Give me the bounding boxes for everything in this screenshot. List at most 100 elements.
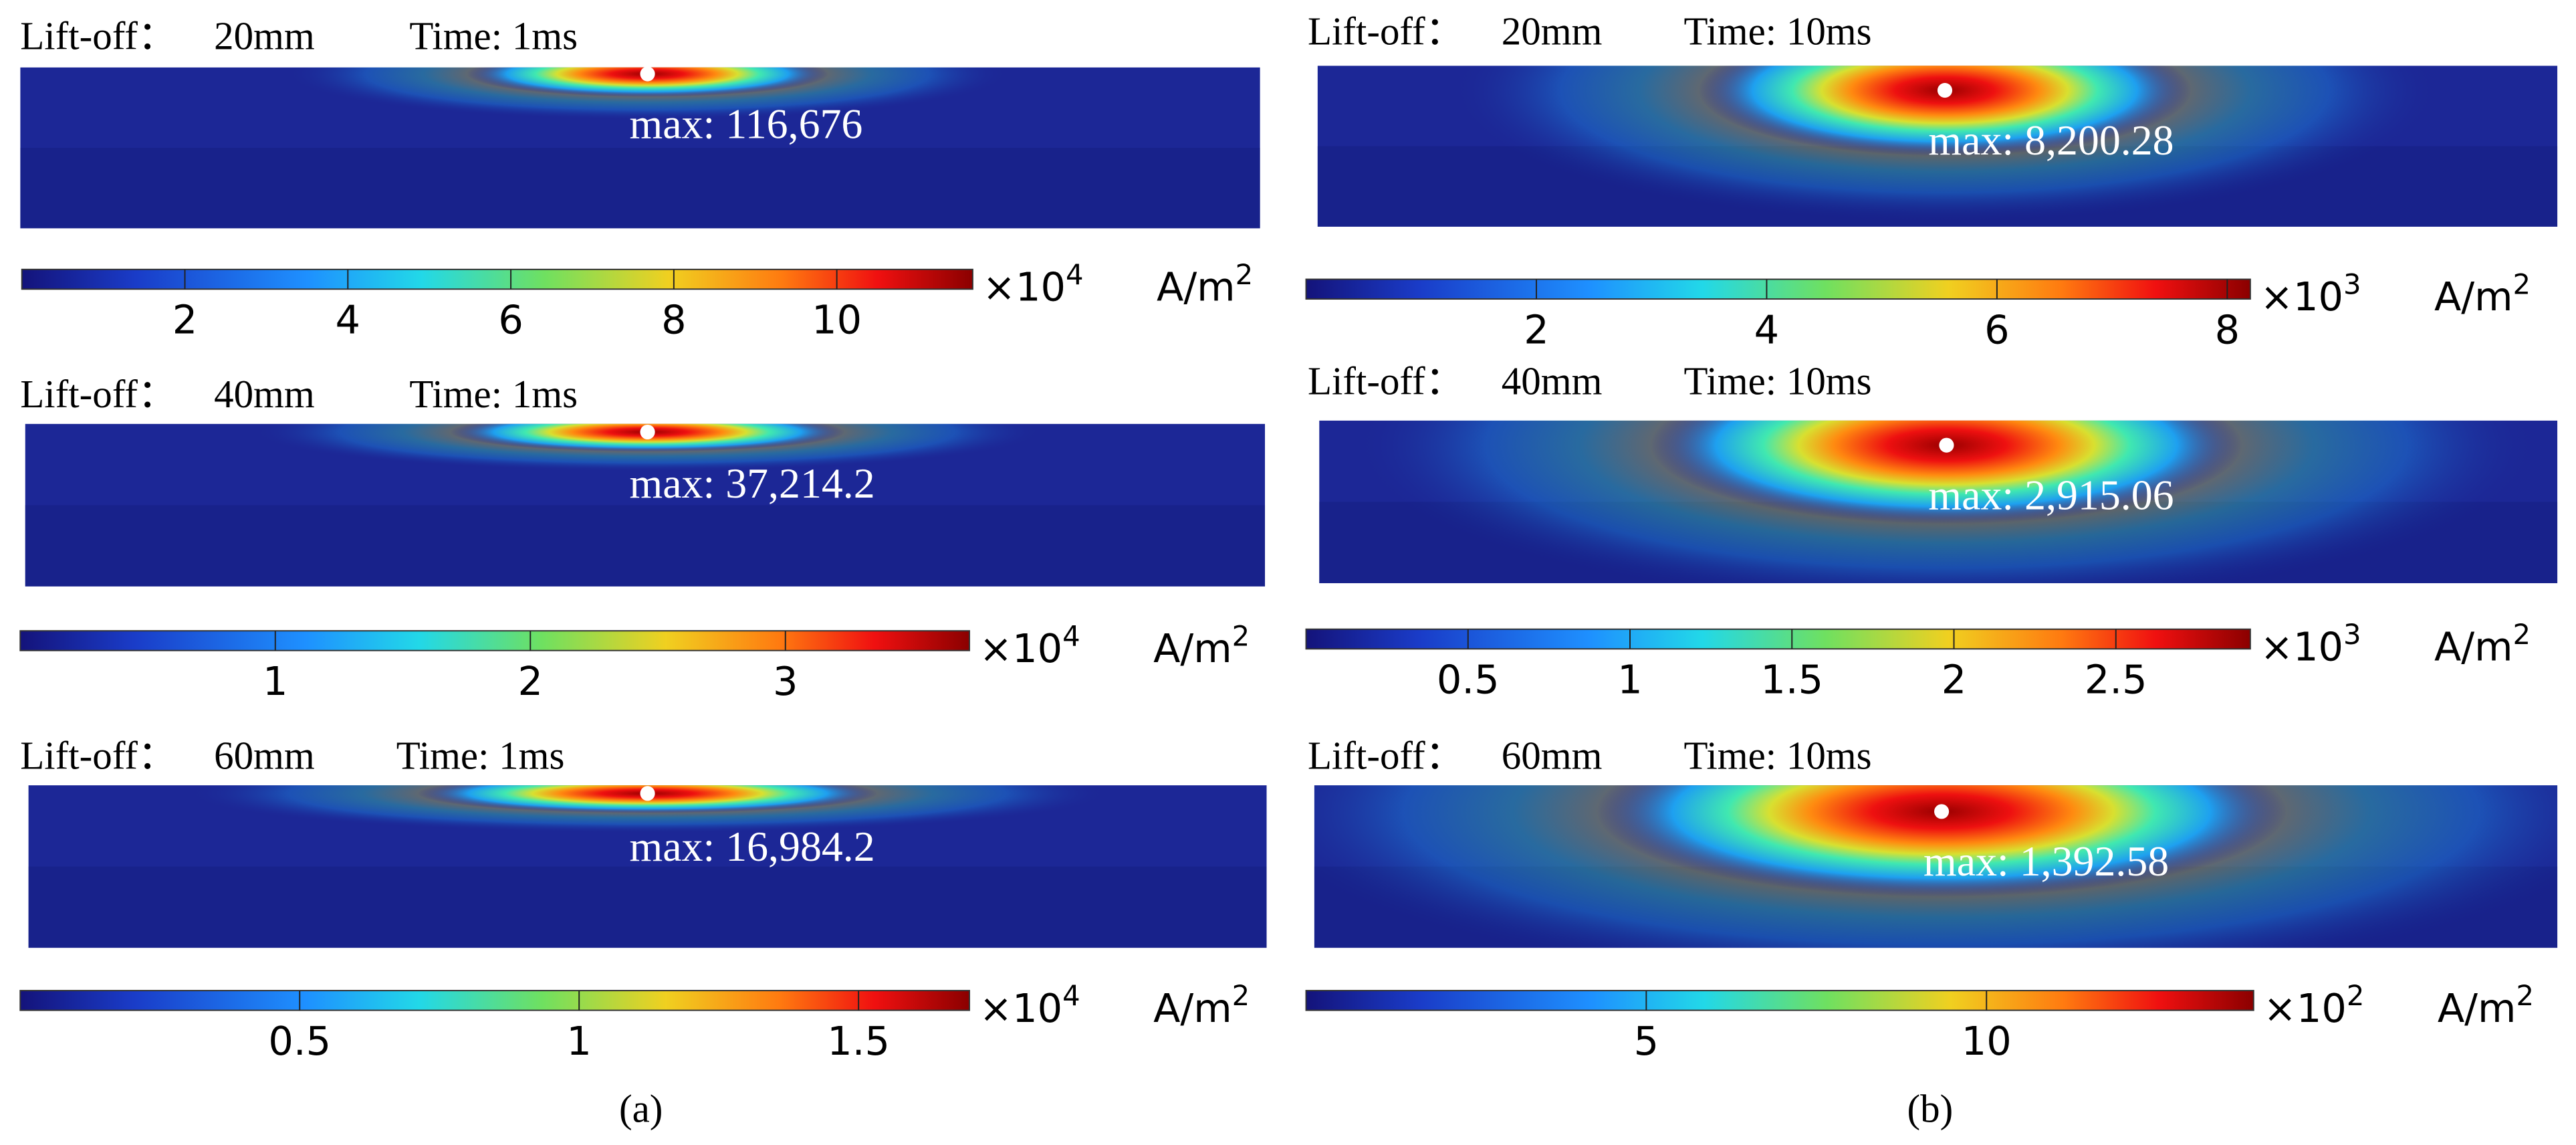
panel-label: Lift-off： <box>1308 9 1465 53</box>
lift-off: 20mm <box>1502 9 1603 53</box>
caption: (b) <box>1907 1087 1954 1131</box>
colorbar <box>1305 628 2251 650</box>
colorbar-tick-label: 0.5 <box>1437 657 1500 703</box>
panel: Lift-off： 20mm Time: 1ms max: 116,676 2 4 6 8 10… <box>20 14 1260 343</box>
heatmap-spot <box>1597 785 2287 898</box>
exponent: 3 <box>2343 618 2361 651</box>
panel: Lift-off： 60mm Time: 1ms max: 16,984.2 0.5 1 1… <box>19 734 1267 1064</box>
colorbar-tick-label: 5 <box>1634 1018 1659 1064</box>
multiplier: ×10 <box>979 625 1062 671</box>
colorbar-tick-label: 0.5 <box>268 1018 331 1064</box>
exponent: 2 <box>2347 979 2365 1012</box>
unit: A/m <box>2438 985 2516 1031</box>
time: Time: 1ms <box>409 14 578 58</box>
colorbar-tick-label: 1.5 <box>1760 657 1823 703</box>
colorbar-unit: A/m2 <box>1153 979 1250 1031</box>
colorbar <box>1305 990 2254 1011</box>
colorbar <box>21 268 973 290</box>
colorbar-tick-label: 2 <box>518 658 544 704</box>
colorbar-tick-label: 6 <box>1984 306 2010 352</box>
time: Time: 10ms <box>1683 9 1871 53</box>
unit-exponent: 2 <box>2513 618 2531 651</box>
colorbar-multiplier: ×103 <box>2260 268 2361 320</box>
colorbar-tick-label: 10 <box>1962 1018 2012 1064</box>
panel: Lift-off： 40mm Time: 10ms max: 2,915.06 0.5 1… <box>1305 358 2558 703</box>
max-point <box>640 66 655 82</box>
exponent: 3 <box>2343 268 2361 301</box>
colorbar-tick-label: 4 <box>1754 306 1779 352</box>
heatmap <box>1319 420 2558 583</box>
exponent: 4 <box>1062 619 1080 652</box>
unit-exponent: 2 <box>1236 258 1254 291</box>
max-point <box>640 424 655 440</box>
heatmap-spot <box>467 67 828 97</box>
colorbar-tick-label: 8 <box>2215 306 2240 352</box>
max-label: max: 116,676 <box>630 100 863 147</box>
heatmap <box>28 785 1267 948</box>
max-point <box>1937 83 1953 98</box>
heatmap-shade <box>25 505 1266 587</box>
panel-label: Lift-off： <box>20 14 177 58</box>
panel: Lift-off： 60mm Time: 10ms max: 1,392.58 5 10 ×… <box>1305 734 2558 1064</box>
colorbar-tick-label: 2.5 <box>2085 657 2147 703</box>
colorbar-unit: A/m2 <box>1153 619 1250 671</box>
colorbar-tick-label: 2 <box>1524 306 1549 352</box>
heatmap <box>20 67 1260 229</box>
panel-label: Lift-off： <box>20 372 177 416</box>
unit: A/m <box>1153 985 1232 1031</box>
colorbar-tick-label: 10 <box>812 297 862 343</box>
heatmap-shade <box>20 148 1260 229</box>
unit-exponent: 2 <box>2516 979 2534 1012</box>
heatmap-spot <box>1651 420 2242 524</box>
max-label: max: 1,392.58 <box>1923 837 2169 885</box>
heatmap <box>1317 66 2558 227</box>
colorbar-multiplier: ×104 <box>983 258 1084 310</box>
colorbar-multiplier: ×102 <box>2264 979 2365 1031</box>
lift-off: 40mm <box>1502 358 1603 403</box>
lift-off: 60mm <box>214 734 315 778</box>
colorbar-multiplier: ×104 <box>979 979 1080 1031</box>
time: Time: 1ms <box>409 372 578 416</box>
unit-exponent: 2 <box>1232 619 1250 652</box>
colorbar-unit: A/m2 <box>2438 979 2534 1031</box>
heatmap-shade <box>28 866 1267 948</box>
max-label: max: 37,214.2 <box>630 459 875 507</box>
panel: Lift-off： 40mm Time: 1ms max: 37,214.2 1 2 3 ×1… <box>19 372 1266 704</box>
unit: A/m <box>1153 625 1232 671</box>
heatmap <box>25 423 1266 587</box>
colorbar-tick-label: 2 <box>172 297 198 343</box>
colorbar-unit: A/m2 <box>1157 258 1253 310</box>
time: Time: 1ms <box>396 734 565 778</box>
lift-off: 60mm <box>1502 734 1603 778</box>
colorbar-tick-label: 1 <box>263 658 288 704</box>
multiplier: ×10 <box>2260 274 2343 320</box>
max-label: max: 8,200.28 <box>1928 116 2174 164</box>
heatmap <box>1314 785 2558 948</box>
colorbar-tick-label: 2 <box>1942 657 1967 703</box>
lift-off: 40mm <box>214 372 315 416</box>
multiplier: ×10 <box>2260 623 2343 669</box>
time: Time: 10ms <box>1683 358 1871 403</box>
colorbar-tick-label: 8 <box>661 297 687 343</box>
colorbar <box>19 990 970 1011</box>
colorbar-tick-label: 1 <box>566 1018 592 1064</box>
multiplier: ×10 <box>983 264 1066 310</box>
lift-off: 20mm <box>214 14 315 58</box>
colorbar-tick-label: 3 <box>773 658 798 704</box>
time: Time: 10ms <box>1683 734 1871 778</box>
colorbar-multiplier: ×103 <box>2260 618 2361 670</box>
panel: Lift-off： 20mm Time: 10ms max: 8,200.28 2 4 6 8… <box>1305 9 2558 352</box>
exponent: 4 <box>1066 258 1084 291</box>
colorbar-tick-label: 6 <box>498 297 523 343</box>
max-label: max: 2,915.06 <box>1928 471 2174 518</box>
panel-label: Lift-off： <box>1308 358 1465 403</box>
panel-label: Lift-off： <box>1308 734 1465 778</box>
exponent: 4 <box>1062 979 1080 1012</box>
unit: A/m <box>2434 623 2513 669</box>
max-label: max: 16,984.2 <box>630 823 875 870</box>
colorbar-unit: A/m2 <box>2434 618 2531 670</box>
colorbar-tick-label: 1.5 <box>827 1018 890 1064</box>
